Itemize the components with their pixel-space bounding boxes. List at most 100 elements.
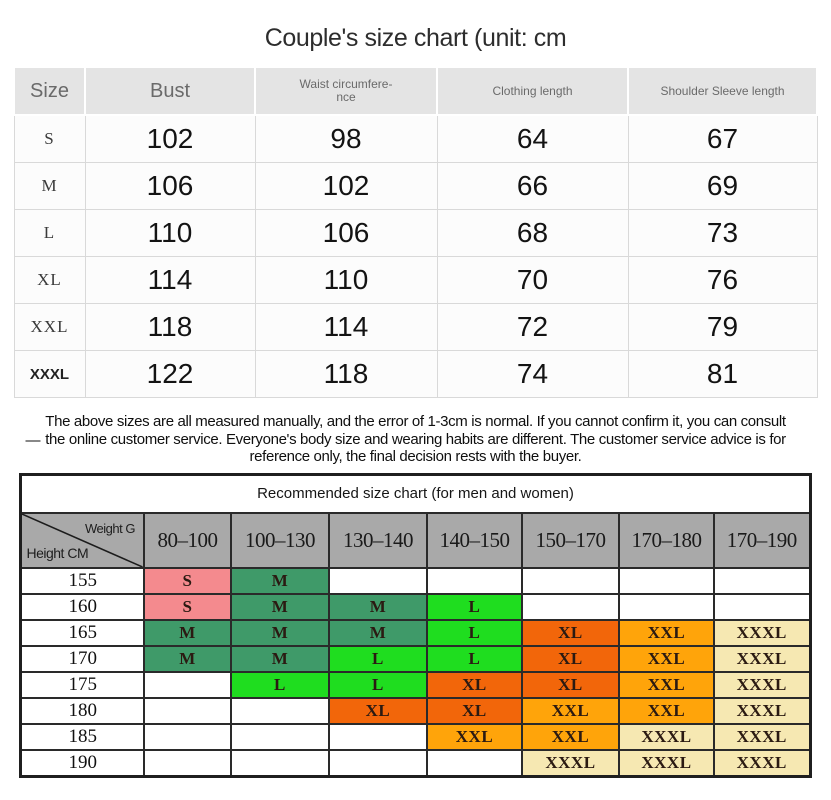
recommended-size-cell: L [327, 670, 428, 699]
recommended-size-cell: L [229, 670, 330, 699]
note-text: The above sizes are all measured manuall… [45, 413, 786, 465]
recommended-size-cell: XL [520, 644, 620, 673]
recommended-size-cell: S [142, 566, 232, 595]
recommended-size-cell [327, 566, 428, 595]
measurement-cell: 73 [627, 209, 818, 257]
note: — The above sizes are all measured manua… [26, 413, 790, 466]
recommended-size-cell: XXXL [712, 670, 812, 699]
recommended-size-cell [425, 566, 523, 595]
size-label-cell: XL [13, 256, 86, 304]
recommended-size-cell: XXL [520, 722, 620, 751]
recommended-size-cell [229, 748, 330, 777]
recommended-table-row: 190 XXXL XXXL XXXL [19, 748, 812, 777]
recommended-size-cell [142, 748, 232, 777]
size-table-row: M 106 102 66 69 [13, 162, 818, 210]
measurement-cell: 118 [254, 350, 438, 398]
size-label-cell: S [13, 114, 86, 163]
recommended-size-cell: M [327, 592, 428, 621]
measurement-cell: 122 [84, 350, 256, 398]
recommended-size-cell: XXL [520, 696, 620, 725]
recommended-size-cell [617, 592, 715, 621]
recommended-table-body: 155 S M 160 S M M L 165 M M M L XL XXL XXXL 170 M M L L XL XXL… [19, 566, 812, 777]
size-label-cell: XXXL [13, 350, 86, 398]
height-axis-label: Height CM [26, 544, 89, 561]
measurement-cell: 74 [436, 350, 629, 398]
size-label-cell: M [13, 162, 86, 210]
recommended-table-row: 180 XL XL XXL XXL XXXL [19, 696, 812, 725]
recommended-size-cell [425, 748, 523, 777]
recommended-size-cell [712, 566, 812, 595]
recommended-size-cell: XXXL [617, 722, 715, 751]
measurement-cell: 114 [254, 303, 438, 351]
size-table-col-header: Bust [84, 66, 256, 116]
measurement-cell: 72 [436, 303, 629, 351]
recommended-size-cell: XXXL [712, 618, 812, 647]
diagonal-divider-line [22, 513, 143, 567]
measurement-cell: 68 [436, 209, 629, 257]
measurement-cell: 67 [627, 114, 818, 163]
weight-range-header: 150–170 [520, 511, 620, 569]
measurement-cell: 79 [627, 303, 818, 351]
recommended-table-row: 185 XXL XXL XXXL XXXL [19, 722, 812, 751]
recommended-size-cell: M [229, 592, 330, 621]
recommended-size-cell: L [425, 592, 523, 621]
recommended-size-cell: XXXL [712, 696, 812, 725]
measurement-cell: 110 [254, 256, 438, 304]
recommended-size-cell: XXL [617, 644, 715, 673]
recommended-size-cell: XXXL [712, 748, 812, 777]
height-cell: 165 [19, 618, 145, 647]
height-cell: 185 [19, 722, 145, 751]
size-table-header: Size Bust Waist circumfere- nce Clothing le… [13, 66, 818, 116]
weight-axis-label: Weight G [85, 520, 135, 536]
recommended-size-cell [142, 696, 232, 725]
recommended-size-cell [712, 592, 812, 621]
measurement-cell: 110 [84, 209, 256, 257]
recommended-size-cell [617, 566, 715, 595]
recommended-size-cell: XL [425, 696, 523, 725]
recommended-table-row: 160 S M M L [19, 592, 812, 621]
recommended-size-cell: XL [327, 696, 428, 725]
recommended-size-table: Recommended size chart (for men and wome… [19, 472, 812, 778]
measurement-cell: 69 [627, 162, 818, 210]
height-cell: 180 [19, 696, 145, 725]
recommended-size-cell [142, 670, 232, 699]
corner-cell: Weight G Height CM [19, 511, 145, 569]
size-table-col-header: Clothing length [436, 66, 629, 116]
size-table-col-header: Waist circumfere- nce [254, 66, 438, 116]
recommended-size-cell: M [142, 644, 232, 673]
measurement-cell: 106 [84, 162, 256, 210]
measurement-cell: 81 [627, 350, 818, 398]
weight-range-header: 100–130 [229, 511, 330, 569]
weight-range-header: 80–100 [142, 511, 232, 569]
recommended-size-cell [229, 696, 330, 725]
recommended-size-cell: XXL [425, 722, 523, 751]
measurement-cell: 102 [254, 162, 438, 210]
measurement-cell: 114 [84, 256, 256, 304]
recommended-table-row: 175 L L XL XL XXL XXXL [19, 670, 812, 699]
measurement-cell: 66 [436, 162, 629, 210]
recommended-size-cell [327, 722, 428, 751]
recommended-size-cell: M [142, 618, 232, 647]
weight-range-header: 130–140 [327, 511, 428, 569]
recommended-size-cell: M [229, 566, 330, 595]
recommended-size-cell: XXXL [712, 644, 812, 673]
height-cell: 155 [19, 566, 145, 595]
recommended-size-cell: XL [520, 618, 620, 647]
recommended-size-cell: XXXL [520, 748, 620, 777]
measurement-cell: 76 [627, 256, 818, 304]
recommended-size-cell: L [327, 644, 428, 673]
recommended-size-cell: M [327, 618, 428, 647]
recommended-size-cell: XXXL [712, 722, 812, 751]
recommended-size-cell: XL [425, 670, 523, 699]
recommended-table-title: Recommended size chart (for men and wome… [19, 473, 812, 514]
measurement-cell: 98 [254, 114, 438, 163]
note-dash: — [25, 432, 41, 449]
size-label-cell: XXL [13, 303, 86, 351]
height-cell: 175 [19, 670, 145, 699]
height-cell: 160 [19, 592, 145, 621]
size-table-body: S 102 98 64 67 M 106 102 66 69 L 110 106 68 73 XL 114 110… [13, 114, 818, 398]
recommended-table-row: 165 M M M L XL XXL XXXL [19, 618, 812, 647]
size-table-col-header: Size [13, 66, 86, 116]
height-cell: 170 [19, 644, 145, 673]
